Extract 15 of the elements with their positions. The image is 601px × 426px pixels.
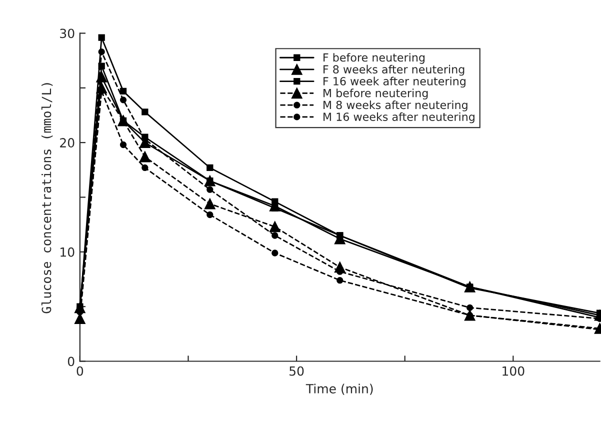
legend-label: F 16 week after neutering [324, 76, 466, 88]
y-tick-label: 30 [60, 28, 74, 38]
x-tick-label: 50 [290, 366, 304, 376]
x-tick-label: 0 [76, 366, 84, 376]
legend-label: M 8 weeks after neutering [324, 100, 468, 112]
legend-label: F before neutering [324, 53, 425, 64]
legend-label: F 8 weeks after neutering [324, 64, 464, 76]
y-tick-label: 0 [68, 356, 74, 366]
y-tick-label: 20 [60, 138, 74, 148]
legend-label: M 16 weeks after neutering [324, 112, 474, 124]
legend-label: M before neutering [324, 88, 428, 100]
x-axis-title: Time (min) [306, 384, 373, 395]
y-axis-title: Glucose concentrations (mmol/L) [41, 83, 53, 314]
x-tick-label: 100 [502, 366, 524, 376]
y-tick-label: 10 [60, 247, 74, 257]
